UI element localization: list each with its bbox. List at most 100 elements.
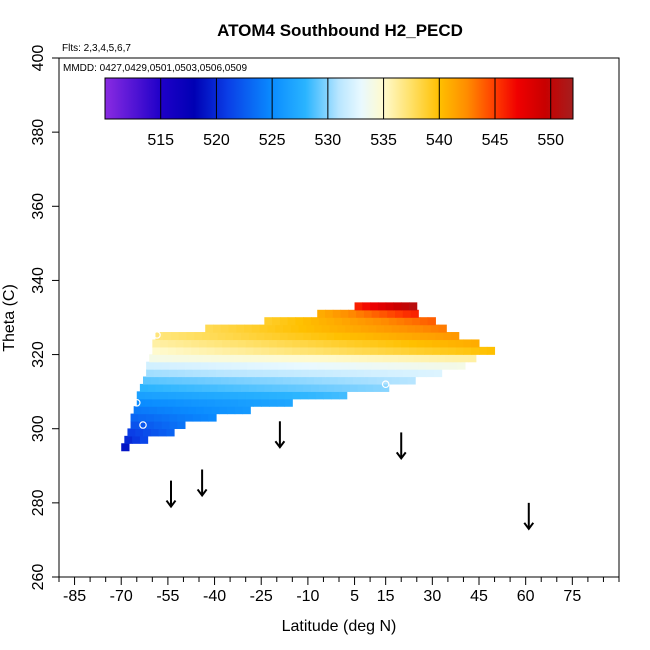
- heatmap-cell: [362, 346, 371, 355]
- heatmap-cell: [416, 339, 426, 348]
- heatmap-cell: [455, 339, 464, 348]
- heatmap-cell: [356, 309, 365, 318]
- heatmap-cell: [178, 383, 188, 392]
- heatmap-cell: [192, 369, 202, 378]
- heatmap-cell: [388, 317, 398, 326]
- x-tick-label: 60: [517, 588, 535, 605]
- heatmap-cell: [169, 413, 178, 422]
- heatmap-cell: [303, 332, 312, 341]
- heatmap-cell: [152, 391, 161, 400]
- heatmap-cell: [320, 354, 329, 363]
- heatmap-cell: [404, 332, 413, 341]
- flight-arrow-head: [274, 440, 286, 449]
- heatmap-cell: [421, 354, 430, 363]
- heatmap-cell: [311, 332, 320, 341]
- heatmap-cell: [202, 383, 211, 392]
- heatmap-cell: [160, 391, 169, 400]
- heatmap-cell: [357, 383, 366, 392]
- heatmap-cell: [169, 369, 178, 378]
- heatmap-cell: [276, 339, 286, 348]
- heatmap-cell: [292, 339, 301, 348]
- heatmap-cell: [261, 398, 270, 407]
- heatmap-cell: [237, 391, 247, 400]
- heatmap-cell: [146, 421, 155, 430]
- heatmap-cell: [245, 398, 254, 407]
- heatmap-cell: [141, 406, 150, 415]
- heatmap-cell: [177, 361, 186, 370]
- heatmap-cell: [374, 354, 384, 363]
- heatmap-cell: [410, 361, 419, 370]
- heatmap-cell: [427, 332, 436, 341]
- heatmap-cell: [146, 413, 155, 422]
- heatmap-cell: [424, 346, 433, 355]
- heatmap-cell: [449, 361, 458, 370]
- heatmap-cell: [396, 332, 405, 341]
- heatmap-cell: [223, 361, 233, 370]
- heatmap-cell: [321, 376, 331, 385]
- x-tick-label: -70: [110, 588, 133, 605]
- heatmap-cell: [331, 346, 340, 355]
- heatmap-cell: [136, 391, 146, 400]
- heatmap-cell: [267, 376, 276, 385]
- heatmap-cell: [146, 361, 155, 370]
- heatmap-cell: [290, 376, 300, 385]
- heatmap-cell: [334, 317, 343, 326]
- heatmap-cell: [385, 346, 394, 355]
- heatmap-cell: [419, 317, 429, 326]
- heatmap-cell: [342, 317, 351, 326]
- heatmap-cell: [169, 421, 178, 430]
- y-tick-label: 320: [30, 341, 47, 368]
- heatmap-cell: [211, 354, 220, 363]
- heatmap-cell: [158, 428, 167, 437]
- heatmap-cell: [152, 346, 161, 355]
- heatmap-cell: [396, 317, 405, 326]
- heatmap-cell: [267, 324, 276, 333]
- heatmap-cell: [387, 309, 396, 318]
- heatmap-cell: [300, 391, 309, 400]
- flight-arrow: [196, 469, 208, 498]
- heatmap-cell: [214, 339, 223, 348]
- heatmap-cell: [139, 435, 149, 444]
- heatmap-cell: [295, 332, 304, 341]
- heatmap-cell: [356, 361, 365, 370]
- heatmap-cell: [321, 324, 331, 333]
- heatmap-cell: [219, 406, 228, 415]
- heatmap-cell: [393, 346, 402, 355]
- colorbar-ramp: [104, 77, 574, 120]
- flight-arrow: [165, 480, 177, 509]
- heatmap-cell: [253, 339, 262, 348]
- colorbar-tick-label: 540: [426, 132, 453, 149]
- heatmap-cell: [317, 361, 326, 370]
- heatmap-cell: [292, 346, 301, 355]
- heatmap-cell: [279, 332, 289, 341]
- flight-arrow-head: [165, 499, 177, 509]
- heatmap-cell: [233, 383, 242, 392]
- colorbar-tick-label: 520: [203, 132, 230, 149]
- flight-arrow: [395, 432, 407, 461]
- heatmap-cell: [395, 361, 404, 370]
- heatmap-cell: [447, 346, 457, 355]
- heatmap-cell: [146, 369, 155, 378]
- heatmap-cell: [242, 406, 251, 415]
- heatmap-cell: [371, 309, 380, 318]
- heatmap-cell: [286, 361, 295, 370]
- heatmap-cell: [194, 332, 203, 341]
- heatmap-cell: [236, 324, 245, 333]
- heatmap-cell: [323, 391, 332, 400]
- heatmap-cell: [300, 339, 309, 348]
- heatmap-cell: [203, 406, 212, 415]
- heatmap-cell: [153, 369, 163, 378]
- heatmap-cell: [248, 332, 258, 341]
- colorbar-tick-label: 550: [537, 132, 564, 149]
- heatmap-cell: [387, 361, 396, 370]
- heatmap-cell: [300, 346, 309, 355]
- heatmap-cell: [359, 354, 368, 363]
- heatmap-cell: [463, 346, 472, 355]
- heatmap-cell: [234, 354, 244, 363]
- heatmap-cell: [463, 339, 472, 348]
- heatmap-cell: [307, 339, 317, 348]
- heatmap-cell: [290, 324, 300, 333]
- heatmap-cell: [402, 361, 412, 370]
- heatmap-cell: [138, 413, 147, 422]
- heatmap-cell: [261, 391, 270, 400]
